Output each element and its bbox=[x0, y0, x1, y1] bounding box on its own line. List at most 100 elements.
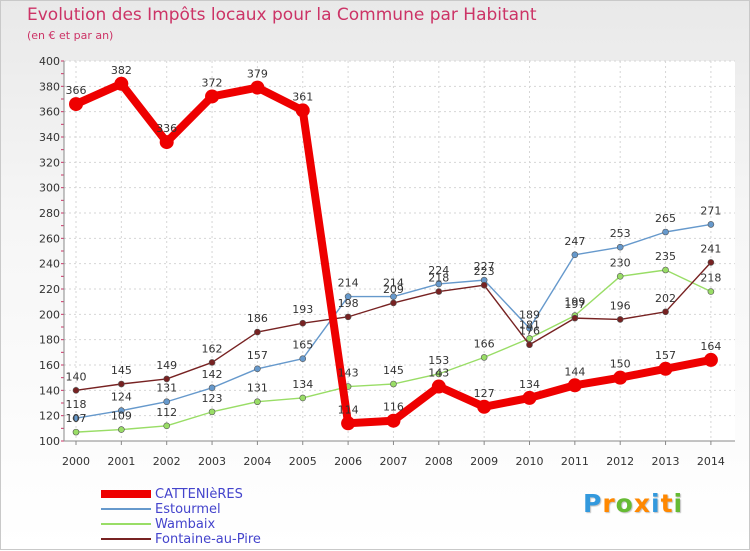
x-tick-label: 2011 bbox=[561, 455, 589, 468]
data-label: 134 bbox=[292, 378, 313, 391]
data-point bbox=[613, 370, 628, 385]
data-point bbox=[616, 316, 624, 323]
legend-label: CATTENIèRES bbox=[155, 487, 243, 502]
data-label: 166 bbox=[474, 337, 495, 350]
x-tick-label: 2009 bbox=[470, 455, 498, 468]
data-label: 112 bbox=[156, 406, 177, 419]
data-label: 181 bbox=[519, 318, 540, 331]
y-tick-label: 220 bbox=[39, 283, 60, 296]
data-point bbox=[208, 384, 216, 392]
logo-letter: r bbox=[602, 489, 616, 518]
data-label: 164 bbox=[700, 340, 721, 353]
data-label: 196 bbox=[610, 299, 631, 312]
data-point bbox=[299, 355, 307, 362]
x-tick-label: 2014 bbox=[697, 455, 725, 468]
data-point bbox=[571, 251, 579, 259]
data-label: 114 bbox=[338, 403, 359, 416]
legend-label: Wambaix bbox=[155, 517, 216, 532]
data-point bbox=[163, 398, 170, 406]
y-tick-label: 380 bbox=[39, 80, 60, 93]
data-point bbox=[118, 407, 125, 414]
data-point bbox=[477, 399, 492, 414]
data-point bbox=[707, 259, 715, 266]
data-label: 193 bbox=[292, 303, 313, 316]
legend-label: Fontaine-au-Pire bbox=[155, 532, 261, 547]
legend-item: Fontaine-au-Pire bbox=[101, 532, 301, 547]
data-label: 209 bbox=[383, 283, 404, 296]
data-label: 253 bbox=[610, 227, 631, 240]
legend-swatch bbox=[101, 538, 151, 540]
data-label: 379 bbox=[247, 68, 268, 81]
chart-subtitle: (en € et par an) bbox=[27, 29, 114, 42]
data-point bbox=[250, 80, 265, 95]
data-label: 198 bbox=[338, 297, 359, 310]
data-label: 157 bbox=[247, 349, 268, 362]
legend-item: Estourmel bbox=[101, 502, 301, 517]
data-label: 189 bbox=[519, 308, 540, 321]
y-tick-label: 200 bbox=[39, 308, 60, 321]
legend-swatch bbox=[101, 508, 151, 510]
data-label: 218 bbox=[428, 272, 449, 285]
data-point bbox=[72, 428, 80, 436]
data-label: 336 bbox=[156, 122, 177, 135]
y-tick-label: 180 bbox=[39, 334, 60, 347]
proxiti-logo: Proxiti bbox=[583, 489, 683, 518]
x-tick-label: 2004 bbox=[243, 455, 271, 468]
data-point bbox=[431, 379, 446, 394]
data-label: 197 bbox=[564, 298, 585, 311]
data-point bbox=[703, 352, 718, 367]
data-label: 127 bbox=[474, 387, 495, 400]
data-label: 227 bbox=[474, 260, 495, 273]
data-point bbox=[118, 380, 125, 388]
data-label: 157 bbox=[655, 349, 676, 362]
x-tick-label: 2006 bbox=[334, 455, 362, 468]
data-point bbox=[254, 365, 261, 373]
data-point bbox=[118, 426, 125, 433]
data-label: 142 bbox=[202, 368, 223, 381]
y-tick-label: 340 bbox=[39, 131, 60, 144]
data-point bbox=[208, 359, 216, 366]
logo-letter: x bbox=[633, 489, 651, 518]
data-point bbox=[163, 375, 170, 383]
data-label: 265 bbox=[655, 212, 676, 225]
y-tick-label: 160 bbox=[39, 359, 60, 372]
data-point bbox=[390, 293, 397, 300]
data-label: 143 bbox=[428, 367, 449, 380]
data-label: 241 bbox=[700, 242, 721, 255]
data-label: 372 bbox=[202, 76, 223, 89]
y-tick-label: 300 bbox=[39, 182, 60, 195]
data-label: 143 bbox=[338, 367, 359, 380]
data-point bbox=[662, 308, 669, 316]
data-label: 176 bbox=[519, 325, 540, 338]
data-label: 124 bbox=[111, 391, 132, 404]
data-label: 218 bbox=[700, 272, 721, 285]
y-tick-label: 360 bbox=[39, 106, 60, 119]
data-label: 144 bbox=[564, 365, 585, 378]
data-point bbox=[390, 380, 397, 388]
data-point bbox=[299, 319, 307, 327]
y-tick-label: 140 bbox=[39, 384, 60, 397]
data-point bbox=[159, 135, 174, 150]
y-tick-label: 400 bbox=[39, 55, 60, 68]
data-point bbox=[567, 378, 582, 393]
y-tick-label: 260 bbox=[39, 232, 60, 245]
data-point bbox=[72, 414, 80, 422]
data-label: 149 bbox=[156, 359, 177, 372]
data-label: 131 bbox=[156, 382, 177, 395]
data-label: 366 bbox=[66, 84, 87, 97]
legend-item: CATTENIèRES bbox=[101, 487, 301, 502]
data-point bbox=[526, 341, 533, 349]
x-tick-label: 2001 bbox=[107, 455, 135, 468]
data-label: 140 bbox=[66, 370, 87, 383]
data-label: 153 bbox=[428, 354, 449, 367]
data-label: 116 bbox=[383, 401, 404, 414]
data-point bbox=[435, 370, 443, 378]
y-tick-label: 320 bbox=[39, 156, 60, 169]
logo-letter: P bbox=[583, 489, 603, 518]
data-label: 145 bbox=[111, 364, 132, 377]
data-point bbox=[299, 394, 307, 402]
data-label: 134 bbox=[519, 378, 540, 391]
data-label: 382 bbox=[111, 64, 132, 77]
